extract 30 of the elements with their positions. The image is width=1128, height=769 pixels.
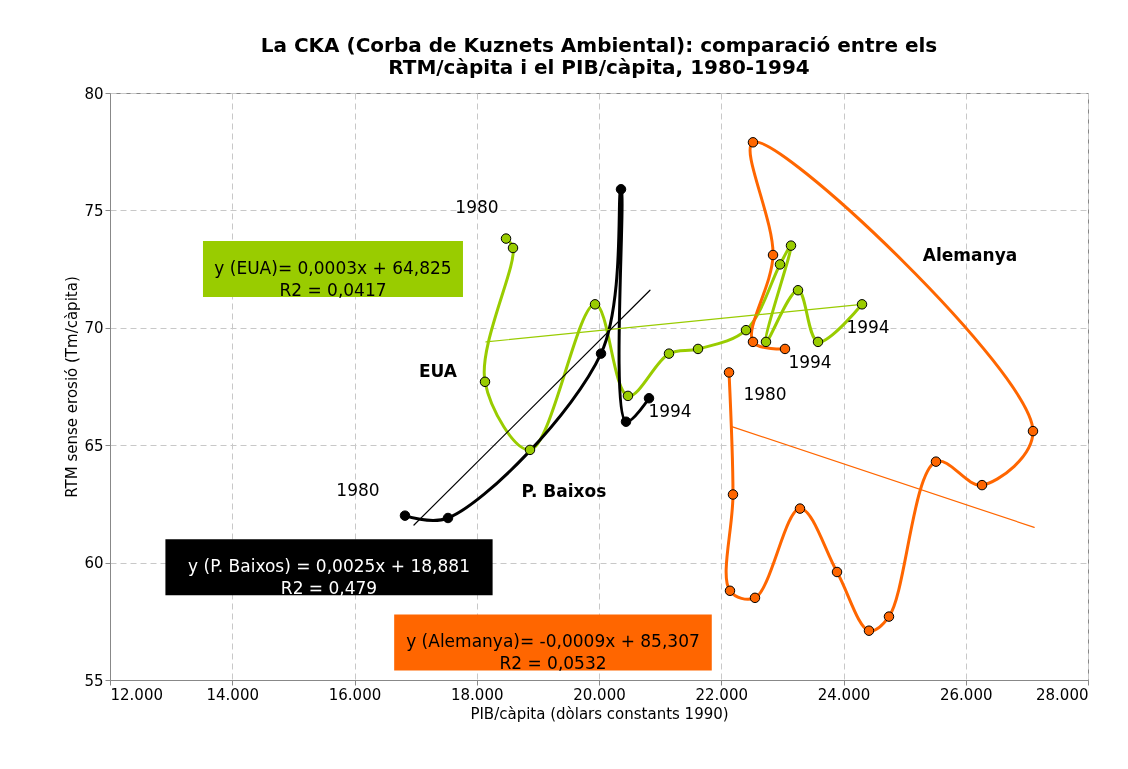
annotation: 1994 [788, 352, 832, 373]
x-tick-label: 14.000 [206, 685, 259, 704]
y-tick-label: 70 [84, 319, 104, 338]
annotation: 1994 [846, 316, 890, 337]
annotation: y (Alemanya)= -0,0009x + 85,307 R2 = 0,0532 [406, 631, 700, 674]
x-tick-label: 12.000 [110, 685, 163, 704]
annotation: Alemanya [922, 244, 1018, 265]
x-tick-label: 18.000 [451, 685, 504, 704]
y-tick-label: 80 [84, 84, 104, 103]
annotation: EUA [418, 361, 458, 382]
annotation: y (P. Baixos) = 0,0025x + 18,881 R2 = 0,479 [188, 556, 470, 599]
annotation: y (EUA)= 0,0003x + 64,825 R2 = 0,0417 [214, 258, 452, 301]
annotation: 1980 [336, 479, 380, 500]
x-tick-label: 28.000 [1036, 685, 1089, 704]
annotation: 1994 [648, 401, 692, 422]
chart-title: La CKA (Corba de Kuznets Ambiental): comparació entre els RTM/càpita i el PIB/càpita, 1980-1994 [260, 33, 938, 79]
annotation: 1980 [743, 383, 787, 404]
annotation: P. Baixos [521, 481, 607, 502]
x-tick-label: 16.000 [328, 685, 382, 704]
y-axis-title: RTM sense erosió (Tm/càpita) [63, 276, 82, 498]
x-tick-label: 20.000 [573, 685, 626, 704]
y-tick-label: 55 [84, 671, 104, 690]
y-tick-label: 65 [84, 436, 104, 455]
annotation: 1980 [455, 197, 499, 218]
x-axis-title: PIB/càpita (dòlars constants 1990) [470, 704, 729, 723]
y-tick-label: 75 [84, 201, 104, 220]
x-tick-label: 22.000 [695, 685, 748, 704]
x-tick-label: 26.000 [940, 685, 993, 704]
x-tick-label: 24.000 [817, 685, 871, 704]
y-tick-label: 60 [84, 554, 104, 573]
